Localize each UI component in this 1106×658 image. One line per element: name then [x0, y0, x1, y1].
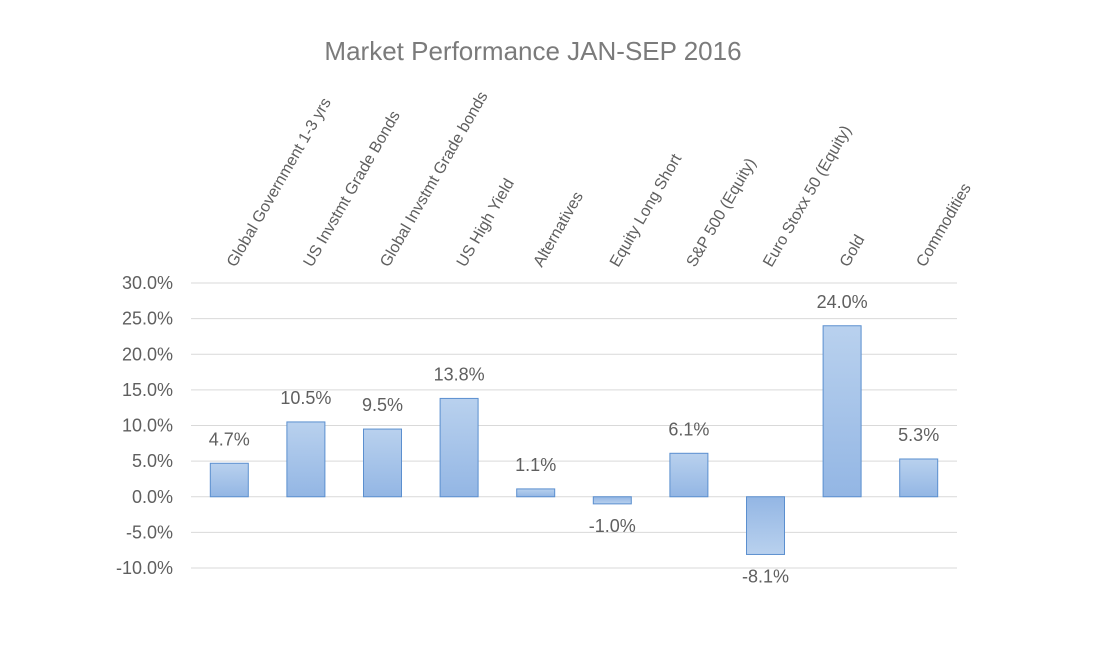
y-axis-tick-labels: 30.0% 25.0% 20.0% 15.0% 10.0% 5.0% 0.0% -5.0% -1… [116, 273, 173, 578]
category-label: Commodities [913, 181, 974, 270]
bar [899, 458, 939, 498]
bar [286, 421, 326, 498]
category-label: S&P 500 (Equity) [684, 155, 760, 270]
y-tick-label: 30.0% [122, 273, 173, 293]
bar [822, 325, 862, 498]
bar [592, 496, 632, 505]
bar [516, 488, 556, 498]
bar [746, 496, 785, 555]
category-label: Gold [837, 232, 869, 270]
y-tick-label: 0.0% [132, 487, 173, 507]
y-tick-label: 25.0% [122, 309, 173, 329]
data-label: 1.1% [515, 455, 556, 475]
data-label: 13.8% [434, 364, 485, 384]
category-label: Euro Stoxx 50 (Equity) [760, 123, 855, 270]
data-label: 4.7% [209, 429, 250, 449]
data-label: 9.5% [362, 395, 403, 415]
y-tick-label: -5.0% [126, 522, 173, 542]
category-label: US High Yield [454, 176, 518, 270]
data-label: -1.0% [589, 516, 636, 536]
y-tick-label: 5.0% [132, 451, 173, 471]
data-labels: 4.7% 10.5% 9.5% 13.8% 1.1% -1.0% 6.1% -8.1% 24.0… [209, 292, 939, 587]
data-label: 6.1% [668, 419, 709, 439]
y-tick-label: 20.0% [122, 344, 173, 364]
data-label: -8.1% [742, 566, 789, 586]
data-label: 5.3% [898, 425, 939, 445]
bar [669, 452, 709, 498]
y-tick-label: 10.0% [122, 416, 173, 436]
bars [209, 325, 939, 555]
chart-title: Market Performance JAN-SEP 2016 [324, 36, 741, 66]
data-label: 10.5% [280, 388, 331, 408]
category-label: Alternatives [530, 189, 587, 270]
bar [209, 462, 249, 498]
bar [363, 428, 402, 498]
category-label: Equity Long Short [607, 151, 686, 270]
bar [439, 397, 479, 498]
data-label: 24.0% [817, 292, 868, 312]
y-tick-label: -10.0% [116, 558, 173, 578]
y-tick-label: 15.0% [122, 380, 173, 400]
